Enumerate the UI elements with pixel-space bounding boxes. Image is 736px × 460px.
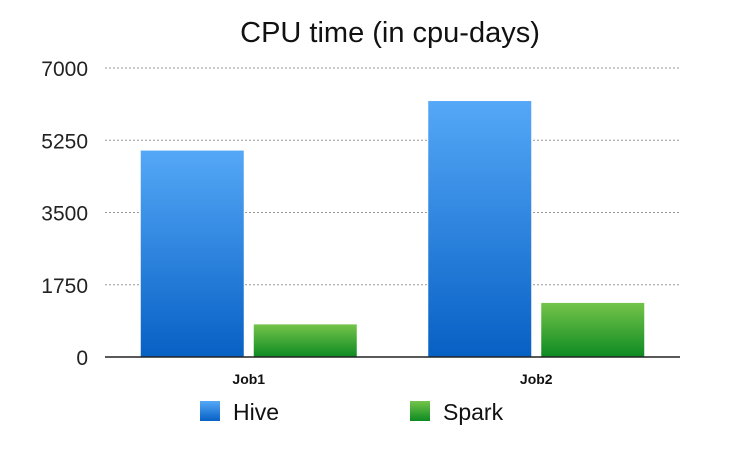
bar-spark-job2 [541,302,645,357]
x-tick-label: Job2 [520,371,553,387]
x-tick-label: Job1 [232,371,265,387]
chart-title: CPU time (in cpu-days) [240,17,540,49]
bar-spark-job1 [253,324,357,357]
bar-hive-job2 [428,101,532,358]
legend-swatch [200,401,220,421]
y-tick-label: 7000 [41,58,88,81]
y-tick-label: 5250 [41,130,88,153]
y-tick-label: 1750 [41,275,88,298]
y-tick-label: 3500 [41,203,88,226]
legend-item-hive: Hive [200,399,279,425]
bar-hive-job1 [140,150,244,357]
y-tick-label: 0 [76,347,88,370]
legend-label: Hive [233,399,279,425]
legend-swatch [410,401,430,421]
legend-item-spark: Spark [410,399,504,425]
legend-label: Spark [443,399,504,425]
